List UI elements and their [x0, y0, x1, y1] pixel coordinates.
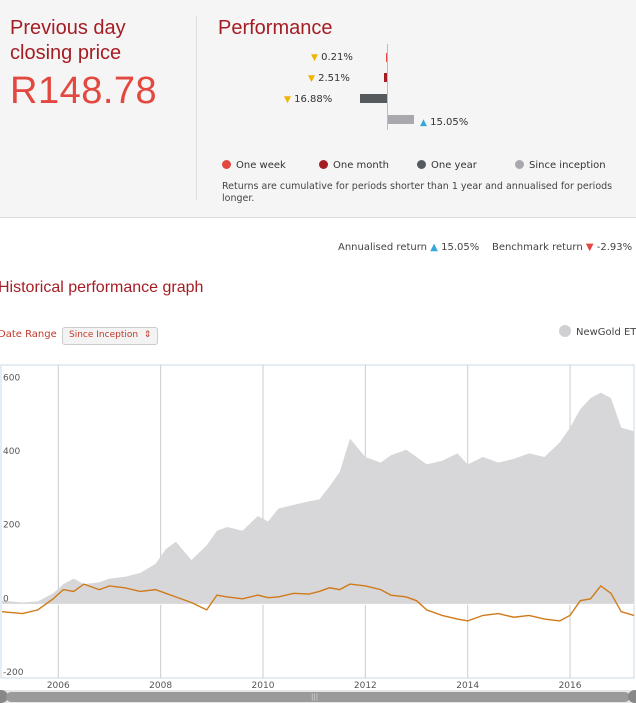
legend-dot — [417, 160, 426, 169]
legend-since-inception: Since inception — [515, 160, 606, 171]
perf-value-one-week: 0.21% — [321, 52, 353, 63]
legend-one-year-label: One year — [431, 160, 477, 171]
chart-legend-label: NewGold ETF — [576, 327, 636, 338]
down-arrow-icon: ▼ — [284, 95, 291, 105]
legend-one-month: One month — [319, 160, 389, 171]
benchmark-return-label: Benchmark return — [491, 242, 583, 253]
y-tick-0: 0 — [3, 594, 9, 604]
annualised-return-value: 15.05% — [441, 242, 480, 253]
historical-chart: 2006 2008 2010 2012 2014 2016 -200 0 200 400 600 — [0, 364, 635, 690]
perf-bar-one-month — [384, 73, 387, 82]
panel-divider — [196, 16, 197, 200]
scrollbar-handle-right[interactable] — [628, 690, 636, 703]
x-tick-2008: 2008 — [149, 681, 172, 690]
scrollbar-thumb[interactable] — [6, 692, 630, 702]
perf-label-one-week: ▼ 0.21% — [311, 52, 353, 63]
x-tick-2016: 2016 — [559, 681, 582, 690]
y-tick-200: 200 — [3, 521, 20, 531]
select-arrows-icon: ⇕ — [140, 330, 152, 340]
closing-price: R148.78 — [10, 70, 158, 112]
perf-bar-since-inception — [388, 115, 414, 124]
legend-dot — [559, 325, 571, 337]
x-tick-2012: 2012 — [354, 681, 377, 690]
performance-axis-line — [387, 44, 388, 130]
perf-value-since-inception: 15.05% — [430, 117, 469, 128]
down-arrow-icon: ▼ — [308, 74, 315, 84]
scroll-grip-icon: ||| — [311, 693, 319, 701]
date-range-selected: Since Inception — [69, 330, 139, 340]
y-tick--200: -200 — [3, 668, 24, 678]
performance-note: Returns are cumulative for periods short… — [222, 181, 613, 204]
line-series-benchmark — [1, 583, 635, 622]
legend-one-month-label: One month — [333, 160, 389, 171]
annualised-return-label: Annualised return — [338, 242, 428, 253]
legend-dot — [319, 160, 328, 169]
chart-legend-newgold[interactable]: NewGold ETF — [559, 325, 636, 338]
down-arrow-icon: ▼ — [311, 53, 318, 63]
legend-one-year: One year — [417, 160, 477, 171]
perf-bar-one-year — [360, 94, 387, 103]
legend-one-week-label: One week — [236, 160, 286, 171]
perf-label-one-month: ▼ 2.51% — [308, 73, 350, 84]
x-tick-2006: 2006 — [47, 681, 70, 690]
date-range-select[interactable]: Since Inception ⇕ — [62, 327, 159, 345]
y-tick-400: 400 — [3, 447, 20, 457]
date-range-label: Date Range — [0, 329, 57, 340]
up-arrow-icon: ▲ — [430, 242, 438, 253]
previous-day-title-line2: closing price — [10, 42, 122, 64]
area-series-newgold — [2, 392, 634, 605]
perf-label-since-inception: ▲ 15.05% — [420, 117, 468, 128]
perf-bar-one-week — [386, 53, 387, 62]
legend-dot — [222, 160, 231, 169]
x-tick-2014: 2014 — [456, 681, 479, 690]
down-arrow-icon: ▼ — [585, 242, 594, 253]
historical-graph-title: Historical performance graph — [0, 279, 204, 296]
previous-day-title: Previous day closing price — [10, 16, 126, 66]
performance-title: Performance — [218, 17, 333, 39]
legend-dot — [515, 160, 524, 169]
legend-since-inception-label: Since inception — [529, 160, 606, 171]
perf-label-one-year: ▼ 16.88% — [284, 94, 332, 105]
legend-one-week: One week — [222, 160, 286, 171]
x-tick-2010: 2010 — [252, 681, 275, 690]
y-tick-600: 600 — [3, 373, 20, 383]
benchmark-return-value: -2.93% — [596, 242, 633, 253]
perf-value-one-month: 2.51% — [318, 73, 350, 84]
scrollbar-handle-left[interactable] — [0, 690, 8, 703]
summary-panel: Previous day closing price R148.78 Perfo… — [0, 0, 636, 218]
perf-value-one-year: 16.88% — [294, 94, 333, 105]
returns-summary: Annualised return ▲ 15.05% Benchmark ret… — [338, 242, 632, 253]
previous-day-title-line1: Previous day — [10, 17, 126, 39]
up-arrow-icon: ▲ — [420, 118, 427, 128]
